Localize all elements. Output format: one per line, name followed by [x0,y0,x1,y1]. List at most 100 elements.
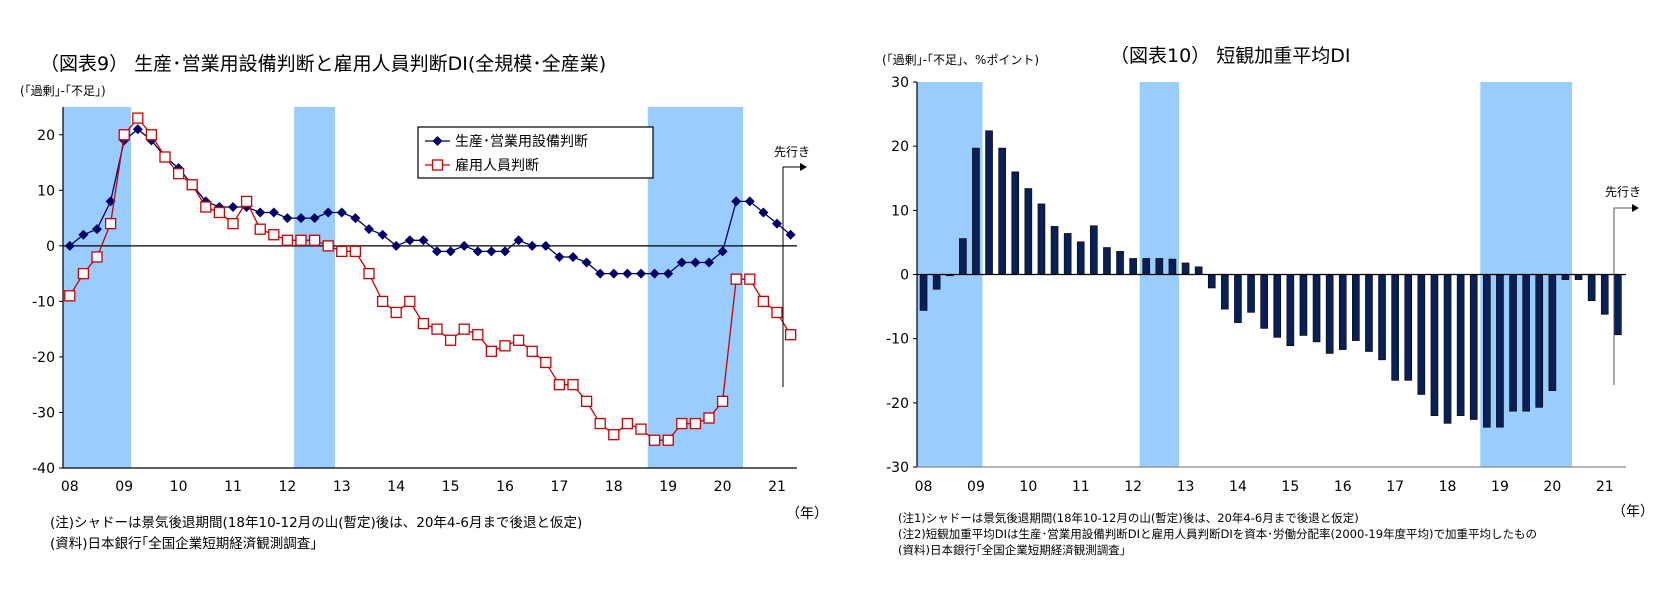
x-tick-label: 19 [1491,479,1509,495]
bar [919,274,928,311]
y-tick-label: -30 [886,460,909,476]
x-axis-unit: （年） [1612,504,1654,520]
data-point-square [784,329,797,341]
bar [998,147,1006,275]
y-tick-label: 30 [891,75,909,91]
data-point-square [268,229,280,241]
axes: 30 20 10 0 -10 -20 -30 08 09 10 11 12 13 14 15 16 17 18 19… [886,75,1626,495]
data-point-square [132,112,144,124]
x-tick-label: 11 [1072,479,1090,495]
data-point-diamond [649,268,660,279]
bar [1614,274,1622,336]
x-tick-label: 18 [605,479,623,495]
data-point-square [281,234,294,246]
data-point-square [77,267,90,280]
data-point-diamond [132,124,143,135]
data-point-diamond [336,207,347,218]
data-point-square [431,323,443,335]
forecast-label: 先行き [774,145,810,159]
data-point-diamond [64,240,75,251]
x-tick-label: 17 [550,479,568,495]
bar [1063,233,1072,275]
data-point-diamond [472,246,483,257]
bar [1509,274,1517,412]
x-tick-label: 16 [496,479,514,495]
data-point-square [499,340,511,352]
data-point-square [771,306,783,319]
data-point-square [376,295,389,308]
data-point-square [404,295,416,308]
data-point-square [349,245,362,258]
x-tick-label: 14 [1229,479,1247,495]
data-point-diamond [758,207,769,218]
forecast-marker: 先行き [774,145,810,387]
x-tick-label: 18 [1439,479,1457,495]
data-point-square [703,412,715,424]
data-point-diamond [717,246,728,257]
data-point-square [526,345,538,358]
x-tick-label: 12 [1124,479,1142,495]
bar [985,130,993,275]
bar [1024,188,1033,275]
y-tick-label: -40 [32,461,55,477]
y-tick-label: -10 [886,332,909,348]
y-tick-label: 0 [900,268,909,284]
x-tick-label: 10 [1019,479,1037,495]
x-tick-label: 14 [387,479,405,495]
data-point-diamond [554,251,565,262]
bar [1325,274,1334,354]
data-point-diamond [445,246,456,257]
y-tick-label: -20 [886,396,909,412]
x-tick-label: 21 [768,479,786,495]
forecast-label: 先行き [1605,185,1641,199]
data-point-square [145,129,158,141]
chart-right: （図表10） 短観加重平均DI (｢過剰｣-｢不足｣、%ポイント) 30 20 10… [882,45,1654,557]
bar [1430,274,1439,416]
data-point-square [553,379,566,391]
bar [1587,274,1596,302]
bar [932,274,941,290]
data-point-square [295,234,307,246]
shade-band [647,107,743,468]
source-note: (資料)日本銀行｢全国企業短期経済観測調査｣ [50,535,317,552]
data-point-square [662,434,674,446]
bar [1312,274,1321,343]
bars [919,130,1622,428]
note: (注2)短観加重平均DIは生産･営業用設備判断DIと雇用人員判断DIを資本･労働… [898,527,1537,541]
data-point-square [540,356,552,369]
x-tick-label: 13 [333,479,351,495]
data-point-diamond [731,196,742,207]
x-tick-label: 09 [115,479,133,495]
data-point-square [91,251,103,263]
data-point-square [608,429,620,441]
data-point-square [635,423,647,435]
data-point-square [730,273,742,285]
x-tick-label: 21 [1596,479,1614,495]
x-tick-label: 19 [659,479,677,495]
data-point-square [118,129,130,141]
data-point-diamond [78,229,89,240]
bar [1561,274,1570,280]
data-point-square [64,290,76,302]
x-tick-label: 10 [170,479,188,495]
data-point-square [254,223,266,235]
bar [1155,258,1164,275]
bar [1391,274,1399,381]
data-point-diamond [404,235,415,246]
bar [1600,274,1609,315]
data-point-square [336,245,348,258]
x-tick-label: 17 [1386,479,1404,495]
data-point-square [444,334,457,346]
bar [1286,274,1295,347]
data-point-square [648,434,661,446]
data-point-diamond [690,257,701,268]
data-point-diamond [540,240,551,251]
bar [1103,247,1111,275]
data-point-diamond [432,246,442,257]
data-point-diamond [377,229,388,240]
legend-label: 生産･営業用設備判断 [455,134,588,150]
bar [1116,251,1124,275]
data-point-square [472,329,484,341]
data-point-diamond [350,213,361,224]
